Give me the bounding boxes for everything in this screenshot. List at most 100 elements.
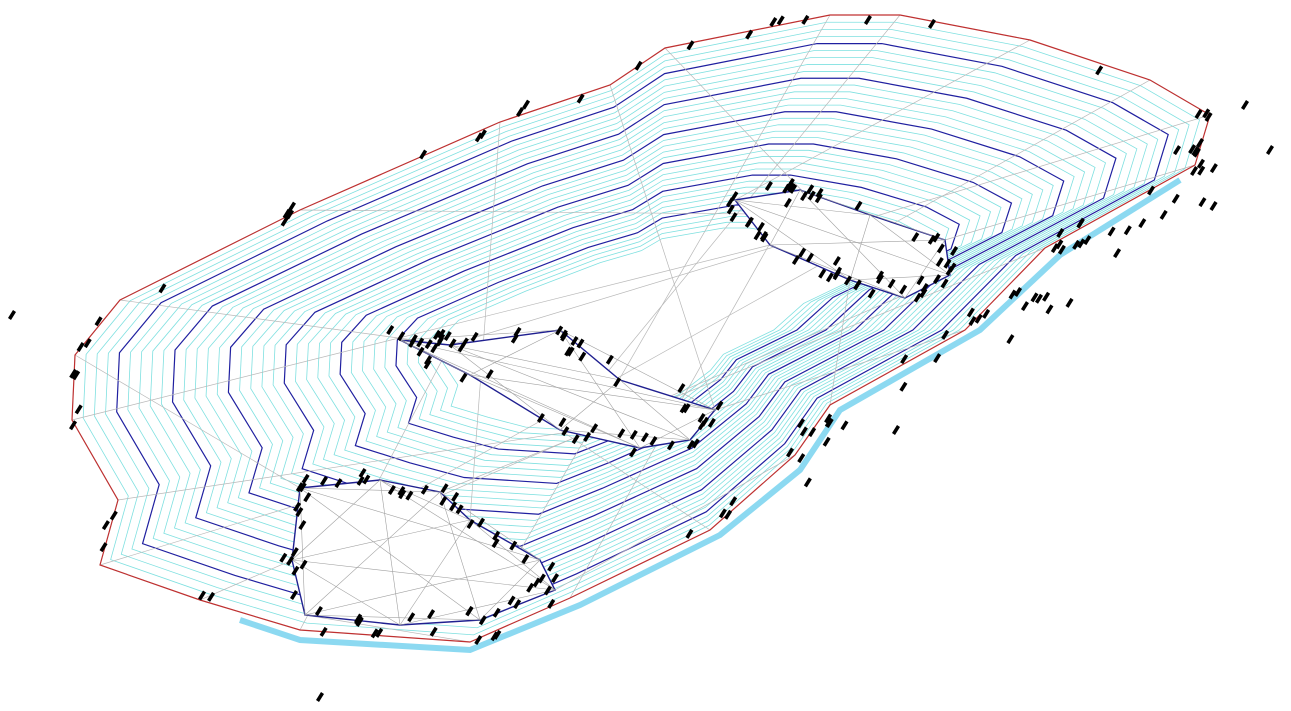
survey-point	[397, 331, 406, 342]
survey-point	[8, 310, 16, 320]
survey-point	[432, 329, 441, 340]
survey-point	[966, 307, 975, 318]
survey-point	[448, 338, 457, 349]
survey-point	[1209, 201, 1218, 212]
survey-point	[109, 510, 118, 521]
survey-points	[8, 14, 1274, 702]
survey-point	[940, 278, 949, 289]
survey-point	[1241, 100, 1249, 110]
survey-point	[561, 426, 570, 437]
survey-point	[1171, 193, 1180, 204]
survey-point	[936, 243, 945, 254]
survey-point	[776, 15, 785, 26]
ray	[439, 247, 1046, 493]
survey-point	[800, 191, 809, 202]
survey-point	[892, 424, 901, 435]
survey-point	[291, 565, 300, 576]
survey-point	[911, 232, 920, 243]
triangle-edge	[304, 491, 441, 616]
survey-point	[764, 181, 773, 192]
survey-point	[832, 256, 841, 267]
survey-point	[362, 474, 371, 485]
survey-point	[437, 328, 446, 339]
triangle-edge	[469, 374, 716, 411]
survey-point	[576, 93, 585, 104]
survey-point	[427, 609, 436, 620]
survey-point	[1050, 243, 1059, 254]
survey-point	[677, 383, 686, 394]
contour	[440, 227, 866, 432]
survey-point	[492, 530, 501, 541]
triangle-edge	[399, 519, 471, 626]
survey-point	[536, 413, 545, 424]
survey-point	[547, 598, 556, 609]
survey-point	[576, 338, 585, 349]
survey-point	[547, 561, 556, 572]
survey-point	[899, 284, 908, 295]
survey-point	[416, 346, 425, 357]
wall-band	[239, 177, 1182, 654]
survey-point	[571, 434, 580, 445]
survey-point	[590, 423, 599, 434]
survey-point	[319, 475, 328, 486]
ray	[609, 84, 716, 411]
survey-point	[94, 316, 103, 327]
survey-point	[617, 428, 626, 439]
survey-point	[295, 482, 304, 493]
survey-point	[405, 490, 414, 501]
survey-point	[570, 335, 579, 346]
survey-point	[783, 197, 792, 208]
survey-point	[799, 426, 808, 437]
survey-point	[798, 247, 807, 258]
ray	[469, 121, 501, 521]
index-contour	[395, 204, 908, 455]
survey-point	[1045, 304, 1054, 315]
survey-point	[386, 324, 395, 335]
triangle-edge	[619, 379, 691, 441]
survey-point	[927, 234, 936, 245]
survey-point	[423, 359, 432, 370]
survey-point	[863, 15, 872, 26]
survey-point	[682, 403, 691, 414]
survey-point	[443, 331, 452, 342]
survey-point	[491, 538, 500, 549]
survey-point	[1076, 217, 1085, 228]
ray	[944, 164, 1196, 241]
survey-point	[407, 612, 416, 623]
survey-point	[854, 200, 863, 211]
survey-point	[543, 585, 552, 596]
survey-point	[753, 230, 762, 241]
survey-point	[729, 212, 738, 223]
ray	[559, 429, 711, 531]
triangle-edge	[291, 519, 471, 561]
contour	[149, 64, 1138, 594]
triangle-edge	[449, 344, 621, 381]
survey-point	[101, 520, 110, 531]
survey-point	[916, 275, 925, 286]
survey-point	[943, 258, 952, 269]
triangle-edge	[734, 199, 951, 276]
survey-point	[295, 506, 304, 517]
survey-point	[867, 288, 876, 299]
survey-point	[532, 577, 541, 588]
survey-point	[1197, 165, 1206, 176]
index-contour	[171, 77, 1117, 580]
ray	[829, 279, 851, 406]
survey-point	[69, 368, 78, 379]
survey-point	[707, 417, 716, 428]
triangle-edge	[849, 214, 871, 281]
triangle-edge	[479, 559, 541, 621]
triangle-edge	[769, 189, 801, 246]
contour	[429, 221, 877, 438]
survey-point	[824, 413, 833, 424]
survey-point	[293, 501, 302, 512]
contour	[406, 210, 897, 449]
survey-point	[1196, 158, 1205, 169]
survey-point	[1204, 112, 1213, 123]
survey-point	[459, 372, 468, 383]
survey-point	[1113, 248, 1122, 259]
index-contour	[116, 42, 1169, 615]
pit-boundary	[71, 14, 1211, 643]
survey-point	[1020, 301, 1029, 312]
